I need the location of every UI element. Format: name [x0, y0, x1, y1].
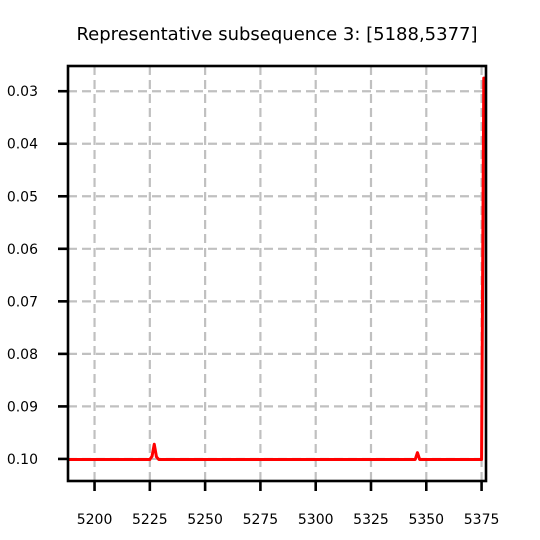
y-tick-label: 0.07 [7, 294, 38, 310]
y-tick-label: 0.09 [7, 399, 38, 415]
y-tick-label: 0.05 [7, 189, 38, 205]
x-tick-label: 5325 [353, 512, 389, 528]
y-tick-label: 0.10 [7, 452, 38, 468]
x-tick-label: 5300 [298, 512, 334, 528]
x-tick-label: 5375 [464, 512, 500, 528]
x-tick-label: 5250 [187, 512, 223, 528]
y-tick-label: 0.06 [7, 242, 38, 258]
x-tick-label: 5200 [77, 512, 113, 528]
series-layer [68, 76, 486, 461]
x-tick-label: 5225 [132, 512, 168, 528]
x-axis: 5200 5225 5250 5275 5300 5325 5350 5375 [77, 481, 500, 528]
y-axis: 0.03 0.04 0.05 0.06 0.07 0.08 0.09 0.10 [7, 84, 68, 468]
y-tick-label: 0.03 [7, 84, 38, 100]
plot-frame [66, 64, 488, 483]
x-tick-label: 5350 [408, 512, 444, 528]
y-tick-label: 0.04 [7, 137, 38, 153]
x-tick-label: 5275 [243, 512, 279, 528]
y-tick-label: 0.08 [7, 347, 38, 363]
grid-lines [68, 66, 486, 481]
chart-title: Representative subsequence 3: [5188,5377… [76, 24, 477, 45]
series-line [68, 76, 486, 461]
